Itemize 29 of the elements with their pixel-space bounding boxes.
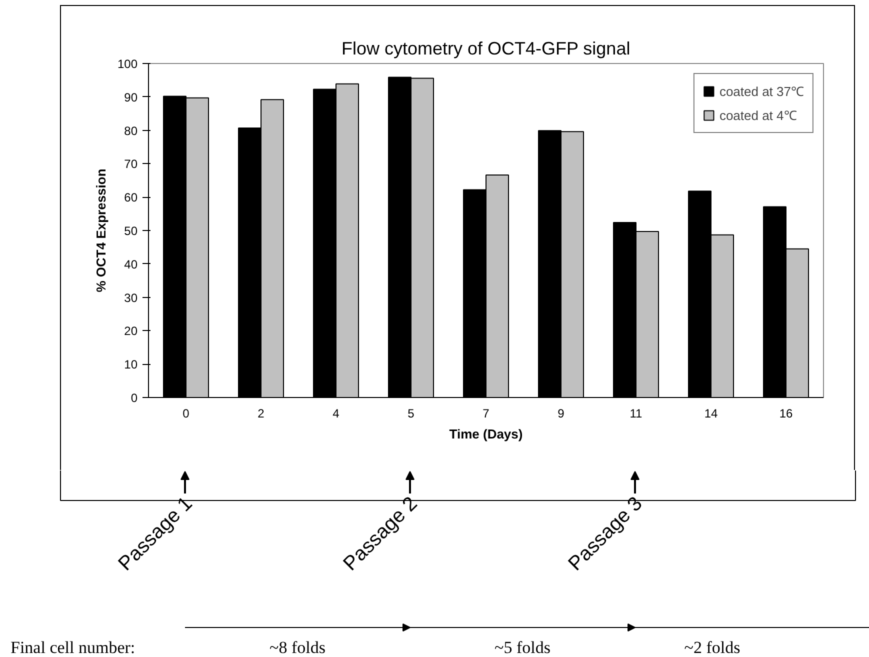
y-tick-label: 40 xyxy=(124,257,138,272)
x-tick-label: 9 xyxy=(558,406,565,420)
text: ~2 folds xyxy=(684,638,740,657)
text: ~8 folds xyxy=(270,638,326,657)
x-tick-label: 0 xyxy=(182,406,190,420)
text: ~5 folds xyxy=(494,638,550,657)
y-tick-label: 50 xyxy=(124,224,138,238)
y-tick-label: 100 xyxy=(117,57,138,71)
y-tick-label: 70 xyxy=(124,157,138,172)
y-tick-label: 20 xyxy=(124,324,138,338)
x-tick-label: 14 xyxy=(704,406,718,420)
legend-label: coated at 4℃ xyxy=(719,107,797,124)
x-tick-label: 5 xyxy=(408,406,415,420)
text: Final cell number: xyxy=(10,638,136,657)
x-tick-label: 11 xyxy=(630,406,643,420)
x-tick-label: 2 xyxy=(258,406,265,420)
x-axis-title: Time (Days) xyxy=(449,426,523,442)
x-tick-label: 16 xyxy=(779,406,793,420)
x-tick-label: 4 xyxy=(332,406,340,420)
y-tick-label: 60 xyxy=(124,190,138,205)
chart-title: Flow cytometry of OCT4-GFP signal xyxy=(341,38,630,58)
y-tick-label: 30 xyxy=(124,290,138,305)
y-tick-label: 90 xyxy=(124,90,138,104)
y-tick-label: 10 xyxy=(124,358,138,372)
y-tick-label: 0 xyxy=(130,391,138,405)
y-axis-title: % OCT4 Expression xyxy=(93,168,108,292)
x-tick-label: 7 xyxy=(482,406,490,420)
legend-label: coated at 37℃ xyxy=(719,83,804,100)
y-tick-label: 80 xyxy=(124,124,138,138)
